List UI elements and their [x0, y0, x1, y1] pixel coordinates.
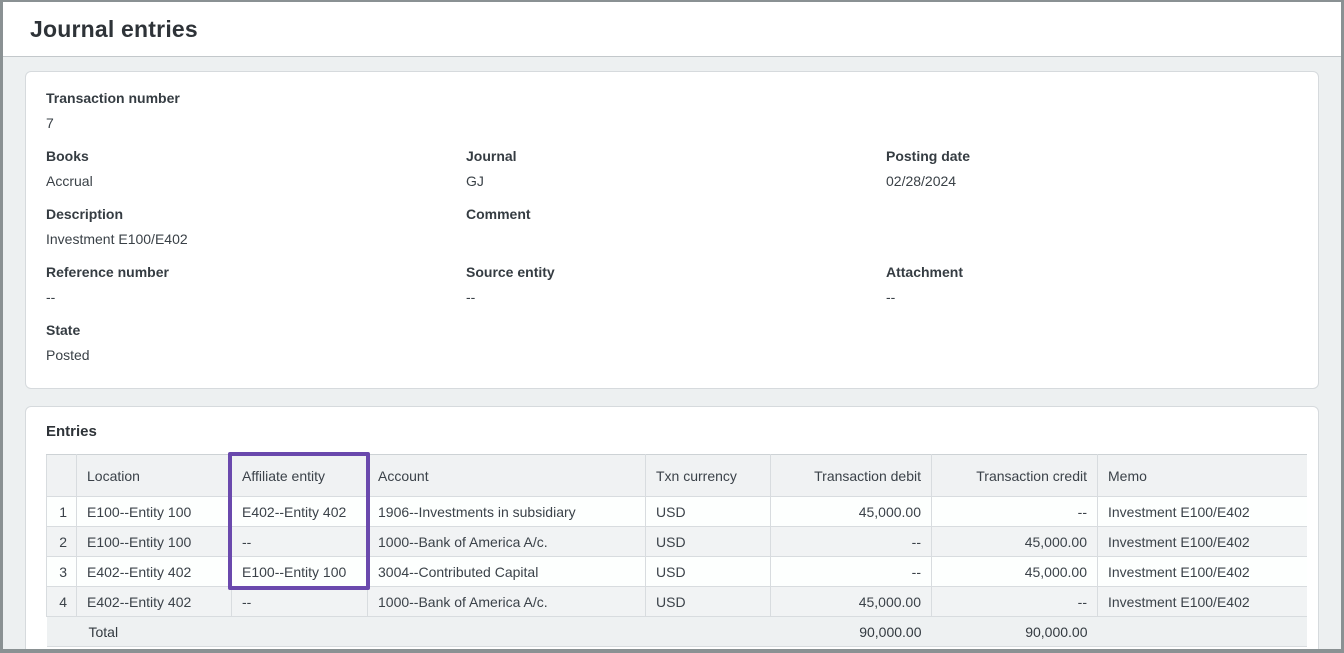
- cell-total-debit: 90,000.00: [770, 616, 932, 647]
- field-label: Source entity: [466, 264, 555, 280]
- cell-row-number: 2: [46, 526, 77, 557]
- cell-account: 3004--Contributed Capital: [367, 556, 646, 587]
- column-header-transaction-credit: Transaction credit: [931, 454, 1098, 497]
- column-header-txn-currency: Txn currency: [645, 454, 771, 497]
- cell-transaction-credit: 45,000.00: [931, 556, 1098, 587]
- column-header-transaction-debit: Transaction debit: [770, 454, 932, 497]
- field-value: GJ: [466, 173, 484, 189]
- details-row-4: Reference number -- Source entity -- Att…: [46, 262, 1298, 320]
- field-label: Reference number: [46, 264, 169, 280]
- cell-total-spacer: [231, 616, 368, 647]
- column-header-row-number: [46, 454, 77, 497]
- field-label: Transaction number: [46, 90, 180, 106]
- cell-account: 1000--Bank of America A/c.: [367, 526, 646, 557]
- cell-transaction-credit: --: [931, 496, 1098, 527]
- cell-txn-currency: USD: [645, 496, 771, 527]
- field-label: Description: [46, 206, 124, 222]
- details-row-5: State Posted: [46, 320, 1298, 378]
- cell-transaction-credit: --: [931, 586, 1098, 617]
- field-reference-number: Reference number --: [46, 262, 466, 307]
- column-header-memo: Memo: [1097, 454, 1307, 497]
- cell-memo: Investment E100/E402: [1097, 526, 1307, 557]
- cell-total-credit: 90,000.00: [931, 616, 1098, 647]
- cell-txn-currency: USD: [645, 526, 771, 557]
- column-header-affiliate-entity: Affiliate entity: [231, 454, 368, 497]
- field-source-entity: Source entity --: [466, 262, 886, 307]
- cell-transaction-debit: --: [770, 526, 932, 557]
- column-header-account: Account: [367, 454, 646, 497]
- cell-total-spacer: [1097, 616, 1307, 647]
- cell-location: E100--Entity 100: [76, 526, 232, 557]
- table-row: 3 E402--Entity 402 E100--Entity 100 3004…: [46, 556, 1307, 587]
- cell-transaction-debit: 45,000.00: [770, 496, 932, 527]
- cell-transaction-debit: 45,000.00: [770, 586, 932, 617]
- details-row-3: Description Investment E100/E402 Comment: [46, 204, 1298, 262]
- cell-total-spacer: [46, 616, 77, 647]
- field-value: Posted: [46, 347, 90, 363]
- entries-table-wrap: Location Affiliate entity Account Txn cu…: [46, 452, 1307, 647]
- field-value: 7: [46, 115, 54, 131]
- field-value: Accrual: [46, 173, 93, 189]
- page-content: Transaction number 7 Books Accrual Journ…: [3, 57, 1341, 649]
- cell-transaction-credit: 45,000.00: [931, 526, 1098, 557]
- field-state: State Posted: [46, 320, 466, 365]
- field-label: Posting date: [886, 148, 971, 164]
- cell-location: E100--Entity 100: [76, 496, 232, 527]
- cell-memo: Investment E100/E402: [1097, 496, 1307, 527]
- field-value: --: [46, 289, 56, 305]
- cell-total-label: Total: [76, 616, 232, 647]
- field-comment: Comment: [466, 204, 886, 249]
- cell-row-number: 1: [46, 496, 77, 527]
- cell-account: 1000--Bank of America A/c.: [367, 586, 646, 617]
- field-label: State: [46, 322, 81, 338]
- cell-affiliate-entity: --: [231, 526, 368, 557]
- field-posting-date: Posting date 02/28/2024: [886, 146, 1298, 191]
- cell-affiliate-entity: E402--Entity 402: [231, 496, 368, 527]
- cell-memo: Investment E100/E402: [1097, 556, 1307, 587]
- table-row: 4 E402--Entity 402 -- 1000--Bank of Amer…: [46, 586, 1307, 617]
- field-transaction-number: Transaction number 7: [46, 88, 466, 133]
- cell-txn-currency: USD: [645, 556, 771, 587]
- page-header: Journal entries: [3, 2, 1341, 57]
- table-row: 2 E100--Entity 100 -- 1000--Bank of Amer…: [46, 526, 1307, 557]
- field-description: Description Investment E100/E402: [46, 204, 466, 249]
- field-label: Books: [46, 148, 89, 164]
- field-value: 02/28/2024: [886, 173, 957, 189]
- cell-total-spacer: [645, 616, 771, 647]
- cell-account: 1906--Investments in subsidiary: [367, 496, 646, 527]
- table-total-row: Total 90,000.00 90,000.00: [46, 616, 1307, 647]
- field-label: Attachment: [886, 264, 964, 280]
- field-journal: Journal GJ: [466, 146, 886, 191]
- entries-card: Entries Location Affiliate entity Accoun…: [25, 406, 1319, 649]
- page-title: Journal entries: [30, 15, 198, 42]
- field-attachment: Attachment --: [886, 262, 1298, 307]
- cell-location: E402--Entity 402: [76, 586, 232, 617]
- field-value: --: [886, 289, 896, 305]
- cell-total-spacer: [367, 616, 646, 647]
- table-row: 1 E100--Entity 100 E402--Entity 402 1906…: [46, 496, 1307, 527]
- cell-txn-currency: USD: [645, 586, 771, 617]
- cell-affiliate-entity: E100--Entity 100: [231, 556, 368, 587]
- details-row-1: Transaction number 7: [46, 88, 1298, 146]
- cell-transaction-debit: --: [770, 556, 932, 587]
- cell-row-number: 3: [46, 556, 77, 587]
- table-header-row: Location Affiliate entity Account Txn cu…: [46, 454, 1307, 497]
- field-value: Investment E100/E402: [46, 231, 188, 247]
- cell-row-number: 4: [46, 586, 77, 617]
- field-books: Books Accrual: [46, 146, 466, 191]
- cell-affiliate-entity: --: [231, 586, 368, 617]
- field-label: Journal: [466, 148, 517, 164]
- details-row-2: Books Accrual Journal GJ Posting date 02…: [46, 146, 1298, 204]
- field-label: Comment: [466, 206, 531, 222]
- transaction-details-card: Transaction number 7 Books Accrual Journ…: [25, 71, 1319, 389]
- entries-table: Location Affiliate entity Account Txn cu…: [46, 454, 1307, 647]
- column-header-location: Location: [76, 454, 232, 497]
- field-value: --: [466, 289, 476, 305]
- field-value: [466, 229, 886, 249]
- cell-location: E402--Entity 402: [76, 556, 232, 587]
- entries-heading: Entries: [46, 423, 97, 440]
- cell-memo: Investment E100/E402: [1097, 586, 1307, 617]
